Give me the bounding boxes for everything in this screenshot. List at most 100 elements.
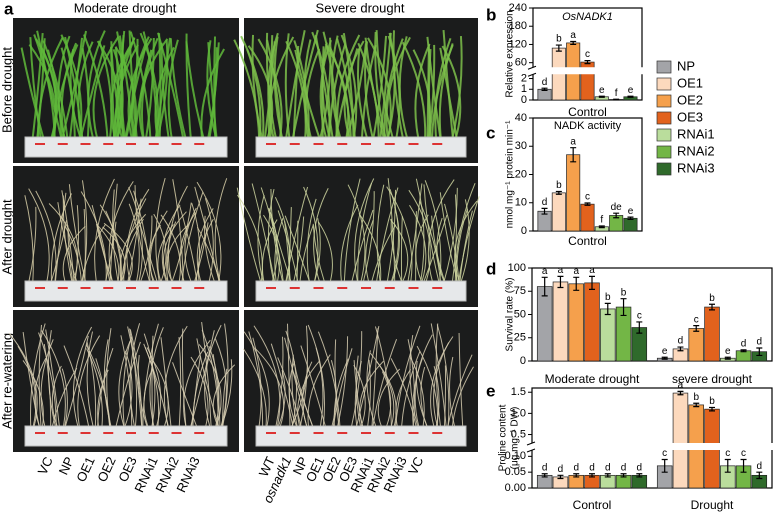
y-tick-label: 1 bbox=[521, 83, 527, 95]
tray-tag bbox=[35, 143, 45, 145]
x-tick-label: Drought bbox=[691, 498, 734, 512]
legend-swatch bbox=[657, 95, 671, 107]
tray-tag bbox=[409, 432, 419, 434]
error-bar bbox=[599, 96, 605, 97]
tray-tag bbox=[126, 287, 136, 289]
tray-tag bbox=[314, 287, 324, 289]
significance-letter: c bbox=[741, 448, 746, 459]
y-tick-label: 75 bbox=[514, 285, 526, 297]
tray-tag bbox=[149, 287, 159, 289]
x-tick-label: Moderate drought bbox=[545, 372, 640, 386]
genotype-label: OE1 bbox=[73, 454, 98, 484]
tray-tag bbox=[432, 287, 442, 289]
bar bbox=[736, 351, 751, 361]
y-tick-label: 1.5 bbox=[511, 386, 526, 398]
tray-tag bbox=[432, 432, 442, 434]
photo-grid bbox=[9, 18, 479, 452]
legend-swatch bbox=[657, 163, 671, 175]
tray-tag bbox=[81, 143, 91, 145]
significance-letter: e bbox=[662, 346, 668, 357]
y-tick-label: 40 bbox=[515, 112, 527, 124]
genotype-label: VC bbox=[405, 454, 426, 477]
significance-letter: d bbox=[558, 464, 564, 475]
significance-letter: c bbox=[585, 192, 590, 203]
significance-letter: f bbox=[615, 88, 618, 99]
legend-swatch bbox=[657, 78, 671, 90]
legend-label: RNAi2 bbox=[677, 143, 715, 158]
chart-title: NADK activity bbox=[554, 120, 622, 132]
significance-letter: f bbox=[600, 215, 603, 226]
row-label: After re-watering bbox=[0, 333, 14, 429]
tray-tag bbox=[149, 143, 159, 145]
significance-letter: b bbox=[621, 287, 627, 298]
legend-label: RNAi1 bbox=[677, 126, 715, 141]
bar bbox=[567, 155, 580, 231]
x-tick-label: Control bbox=[568, 234, 607, 248]
tray-tag bbox=[409, 287, 419, 289]
tray-tag bbox=[337, 432, 347, 434]
tray bbox=[256, 137, 466, 157]
y-tick-label: 0.10 bbox=[505, 450, 526, 462]
significance-letter: d bbox=[542, 197, 548, 208]
legend-label: OE1 bbox=[677, 75, 703, 90]
tray-tag bbox=[266, 432, 276, 434]
tray-tag bbox=[385, 287, 395, 289]
significance-letter: c bbox=[637, 311, 642, 322]
tray bbox=[25, 137, 227, 157]
y-tick-label: 10 bbox=[515, 197, 527, 209]
row-label: After drought bbox=[0, 199, 14, 275]
tray-tag bbox=[126, 432, 136, 434]
row-label: Before drought bbox=[0, 47, 14, 133]
y-tick-label: 0.00 bbox=[505, 482, 526, 494]
legend-swatch bbox=[657, 112, 671, 124]
bar bbox=[569, 284, 584, 361]
y-tick-label: 60 bbox=[515, 57, 527, 69]
y-tick-label: 240 bbox=[509, 2, 527, 14]
legend-swatch bbox=[657, 129, 671, 141]
tray-tag bbox=[314, 143, 324, 145]
genotype-label: VC bbox=[35, 454, 56, 477]
tray-tag bbox=[290, 432, 300, 434]
panel-label: b bbox=[486, 5, 496, 24]
legend-swatch bbox=[657, 146, 671, 158]
significance-letter: c bbox=[694, 314, 699, 325]
tray bbox=[25, 281, 227, 301]
tray-tag bbox=[172, 143, 182, 145]
significance-letter: a bbox=[542, 266, 548, 277]
y-tick-label: 50 bbox=[514, 308, 526, 320]
significance-letter: a bbox=[678, 380, 684, 391]
y-tick-label: 30 bbox=[515, 140, 527, 152]
tray-tag bbox=[58, 143, 68, 145]
tray-tag bbox=[314, 432, 324, 434]
tray-tag bbox=[103, 143, 113, 145]
tray-tag bbox=[194, 432, 204, 434]
significance-letter: c bbox=[662, 448, 667, 459]
column-header: Moderate drought bbox=[74, 0, 177, 15]
significance-letter: b bbox=[605, 292, 611, 303]
significance-letter: d bbox=[757, 337, 763, 348]
bar bbox=[600, 309, 615, 361]
tray-tag bbox=[337, 287, 347, 289]
tray-tag bbox=[81, 432, 91, 434]
panel-label: d bbox=[486, 259, 496, 278]
tray-tag bbox=[385, 143, 395, 145]
tray-tag bbox=[35, 287, 45, 289]
column-header: Severe drought bbox=[316, 0, 405, 15]
y-tick-label: 25 bbox=[514, 332, 526, 344]
significance-letter: d bbox=[637, 462, 643, 473]
legend-label: RNAi3 bbox=[677, 160, 715, 175]
bar bbox=[689, 328, 704, 361]
tray-tag bbox=[361, 143, 371, 145]
tray bbox=[256, 281, 466, 301]
significance-letter: a bbox=[589, 265, 595, 276]
axis-break bbox=[527, 67, 644, 74]
tray-tag bbox=[149, 432, 159, 434]
x-tick-label: Control bbox=[568, 105, 607, 119]
panel-label: a bbox=[4, 0, 14, 18]
legend-swatch bbox=[657, 61, 671, 73]
significance-letter: a bbox=[570, 30, 576, 41]
tray-tag bbox=[290, 287, 300, 289]
significance-letter: d bbox=[542, 462, 548, 473]
y-tick-label: 120 bbox=[509, 38, 527, 50]
tray-tag bbox=[35, 432, 45, 434]
